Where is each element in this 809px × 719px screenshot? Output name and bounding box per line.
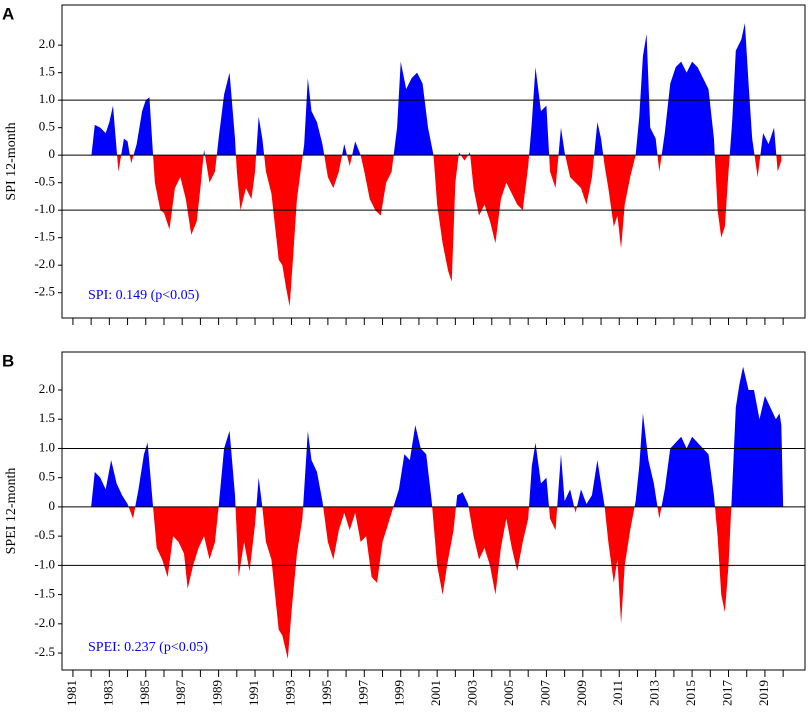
y-tick-label: -0.5 bbox=[34, 174, 55, 189]
negative-area bbox=[91, 155, 782, 307]
y-axis-label: SPI 12-month bbox=[4, 122, 19, 200]
y-axis-label: SPEI 12-month bbox=[4, 468, 19, 555]
x-tick-label: 1989 bbox=[210, 680, 225, 706]
y-tick-label: 0.5 bbox=[39, 119, 55, 134]
y-tick-label: -2.0 bbox=[34, 615, 55, 630]
y-tick-label: -1.0 bbox=[34, 201, 55, 216]
x-tick-label: 1981 bbox=[64, 680, 79, 706]
x-tick-label: 2003 bbox=[465, 680, 480, 706]
x-tick-label: 2019 bbox=[756, 680, 771, 706]
x-tick-label: 2009 bbox=[574, 680, 589, 706]
y-tick-label: -2.5 bbox=[34, 284, 55, 299]
y-tick-label: 1.5 bbox=[39, 64, 55, 79]
y-tick-label: -1.5 bbox=[34, 229, 55, 244]
y-tick-label: -1.5 bbox=[34, 586, 55, 601]
x-tick-label: 2015 bbox=[683, 680, 698, 706]
plot-frame bbox=[61, 4, 806, 319]
x-tick-label: 1997 bbox=[355, 680, 370, 707]
y-tick-label: 0 bbox=[49, 498, 56, 513]
negative-area bbox=[128, 506, 732, 659]
panel-label: B bbox=[2, 351, 14, 370]
positive-area bbox=[91, 366, 784, 507]
x-tick-label: 1999 bbox=[392, 680, 407, 706]
y-tick-label: -2.0 bbox=[34, 256, 55, 271]
x-tick-label: 1991 bbox=[246, 680, 261, 706]
x-tick-label: 2005 bbox=[501, 680, 516, 706]
x-tick-label: 1987 bbox=[173, 680, 188, 707]
x-tick-label: 1983 bbox=[100, 680, 115, 706]
x-tick-label: 1995 bbox=[319, 680, 334, 706]
y-tick-label: 0.5 bbox=[39, 469, 55, 484]
y-tick-label: -1.0 bbox=[34, 556, 55, 571]
y-tick-label: -2.5 bbox=[34, 644, 55, 659]
x-tick-label: 2007 bbox=[537, 680, 552, 707]
y-tick-label: 2.0 bbox=[39, 36, 55, 51]
x-tick-label: 1993 bbox=[282, 680, 297, 706]
x-tick-label: 2001 bbox=[428, 680, 443, 706]
annotation: SPI: 0.149 (p<0.05) bbox=[88, 288, 200, 303]
y-tick-label: 2.0 bbox=[39, 381, 55, 396]
y-tick-label: 1.5 bbox=[39, 410, 55, 425]
y-tick-label: 1.0 bbox=[39, 439, 55, 454]
x-tick-label: 2011 bbox=[610, 680, 625, 706]
plot-frame bbox=[61, 351, 806, 671]
positive-area bbox=[91, 23, 777, 156]
annotation: SPEI: 0.237 (p<0.05) bbox=[88, 640, 208, 655]
y-tick-label: 0 bbox=[49, 146, 56, 161]
x-tick-label: 1985 bbox=[137, 680, 152, 706]
panel-label: A bbox=[2, 4, 14, 23]
y-tick-label: -0.5 bbox=[34, 527, 55, 542]
x-tick-label: 2017 bbox=[719, 680, 734, 707]
y-tick-label: 1.0 bbox=[39, 91, 55, 106]
x-tick-label: 2013 bbox=[647, 680, 662, 706]
